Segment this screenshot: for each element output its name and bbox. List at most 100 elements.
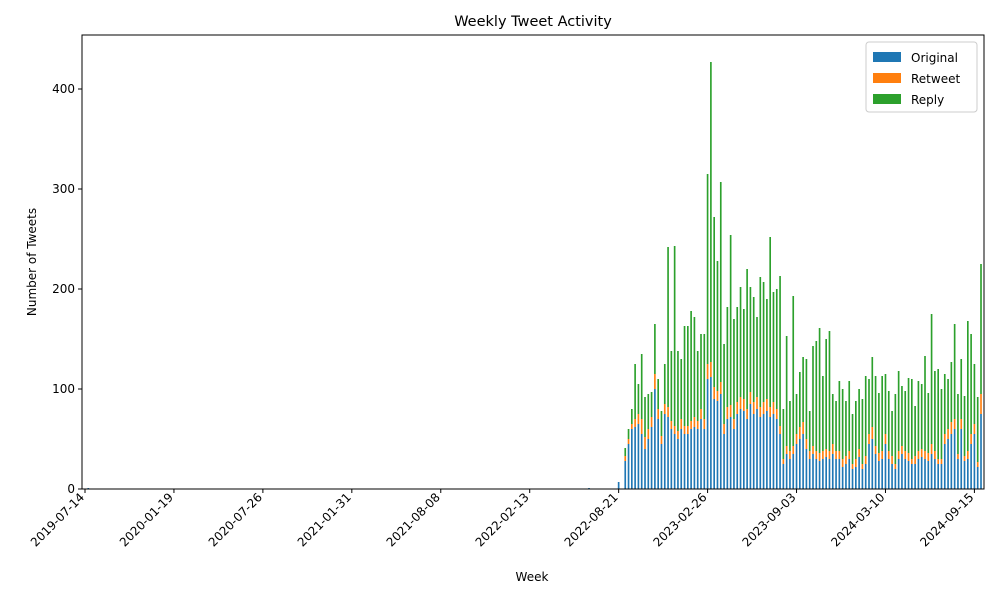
bar-reply-2023-11-05 bbox=[825, 339, 827, 449]
bar-original-2023-10-01 bbox=[808, 459, 811, 489]
bar-original-2023-03-05 bbox=[710, 377, 712, 489]
bar-original-2023-08-27 bbox=[792, 454, 795, 489]
bar-reply-2023-11-12 bbox=[828, 331, 831, 451]
bar-original-2022-12-25 bbox=[677, 439, 679, 489]
bar-reply-2024-01-14 bbox=[858, 389, 860, 449]
bar-original-2023-11-26 bbox=[835, 459, 837, 489]
bar-reply-2024-05-05 bbox=[911, 379, 913, 459]
bar-retweet-2023-06-11 bbox=[756, 397, 758, 409]
bar-reply-2023-11-19 bbox=[831, 394, 834, 444]
bar-original-2024-09-15 bbox=[973, 434, 976, 489]
bar-retweet-2024-03-31 bbox=[894, 464, 897, 469]
y-tick-label: 400 bbox=[52, 82, 75, 96]
bar-retweet-2022-11-27 bbox=[663, 404, 666, 414]
bar-original-2022-11-27 bbox=[663, 414, 666, 489]
bar-retweet-2023-01-22 bbox=[690, 421, 692, 429]
bar-retweet-2023-08-27 bbox=[792, 446, 795, 454]
bar-retweet-2023-09-17 bbox=[802, 422, 804, 434]
bar-retweet-2023-12-03 bbox=[838, 451, 841, 459]
legend-swatch-reply bbox=[873, 94, 901, 104]
bar-reply-2023-01-15 bbox=[687, 326, 689, 426]
y-tick-label: 300 bbox=[52, 182, 75, 196]
bar-reply-2023-10-29 bbox=[822, 376, 824, 451]
bar-retweet-2023-07-23 bbox=[775, 409, 778, 419]
bar-original-2023-03-12 bbox=[713, 399, 715, 489]
bar-reply-2023-02-05 bbox=[696, 351, 699, 421]
bar-retweet-2024-01-21 bbox=[861, 464, 864, 469]
bar-retweet-2023-12-31 bbox=[851, 464, 854, 469]
bar-original-2023-10-29 bbox=[822, 459, 824, 489]
bar-retweet-2023-11-12 bbox=[828, 451, 831, 459]
bar-original-2023-09-24 bbox=[805, 449, 808, 489]
bar-original-2023-04-23 bbox=[733, 429, 735, 489]
bar-reply-2023-02-26 bbox=[706, 174, 709, 364]
bar-original-2023-06-04 bbox=[752, 414, 755, 489]
bar-original-2024-03-24 bbox=[891, 464, 893, 489]
bar-reply-2023-07-16 bbox=[772, 292, 775, 402]
bar-retweet-2022-12-11 bbox=[670, 421, 673, 429]
bar-original-2022-11-20 bbox=[660, 444, 663, 489]
bar-retweet-2023-05-07 bbox=[739, 397, 742, 409]
bar-original-2023-07-30 bbox=[779, 434, 781, 489]
bar-original-2023-01-29 bbox=[693, 427, 696, 489]
bar-reply-2023-03-26 bbox=[719, 182, 722, 382]
bar-reply-2024-02-04 bbox=[868, 379, 870, 434]
bar-original-2022-08-21 bbox=[617, 482, 620, 489]
bar-reply-2022-09-11 bbox=[627, 429, 630, 439]
bar-original-2023-03-26 bbox=[719, 394, 722, 489]
bar-retweet-2024-05-19 bbox=[917, 451, 920, 459]
bar-reply-2023-01-08 bbox=[683, 326, 686, 426]
bar-reply-2023-10-08 bbox=[812, 346, 814, 446]
bar-retweet-2024-06-23 bbox=[934, 451, 936, 459]
bar-retweet-2023-10-22 bbox=[818, 453, 821, 461]
bar-retweet-2023-02-19 bbox=[703, 419, 706, 429]
bar-reply-2023-01-22 bbox=[690, 311, 692, 421]
bar-original-2024-02-11 bbox=[871, 439, 874, 489]
bar-reply-2024-08-25 bbox=[963, 396, 966, 456]
bar-reply-2023-04-09 bbox=[726, 307, 729, 407]
bar-retweet-2023-04-23 bbox=[733, 419, 735, 429]
bar-reply-2024-04-07 bbox=[897, 371, 900, 451]
bar-original-2024-06-02 bbox=[924, 459, 926, 489]
bar-reply-2024-01-07 bbox=[855, 401, 857, 459]
bar-retweet-2023-05-28 bbox=[749, 392, 752, 404]
bar-reply-2023-07-23 bbox=[775, 289, 778, 409]
legend-swatch-original bbox=[873, 52, 901, 62]
bar-reply-2024-09-15 bbox=[973, 364, 976, 424]
bar-retweet-2024-07-28 bbox=[950, 422, 953, 434]
bar-retweet-2024-06-02 bbox=[924, 451, 926, 459]
bar-retweet-2023-06-25 bbox=[762, 402, 765, 414]
bar-retweet-2023-01-29 bbox=[693, 417, 696, 427]
bar-original-2024-07-14 bbox=[943, 444, 946, 489]
bar-reply-2022-12-11 bbox=[670, 351, 673, 421]
bar-original-2023-01-08 bbox=[683, 434, 686, 489]
bar-original-2022-10-09 bbox=[640, 434, 643, 489]
bar-retweet-2023-03-26 bbox=[719, 382, 722, 394]
bar-original-2023-08-06 bbox=[782, 464, 785, 489]
bar-retweet-2024-08-18 bbox=[960, 419, 963, 429]
legend-label-reply: Reply bbox=[911, 93, 944, 107]
bar-original-2024-08-04 bbox=[953, 429, 956, 489]
bar-reply-2024-06-02 bbox=[924, 356, 926, 451]
bar-reply-2023-06-04 bbox=[752, 297, 755, 402]
bar-retweet-2024-01-14 bbox=[858, 449, 860, 457]
bar-original-2022-09-11 bbox=[627, 444, 630, 489]
bar-retweet-2024-04-14 bbox=[901, 446, 903, 454]
bar-original-2024-09-08 bbox=[970, 444, 972, 489]
legend: Original Retweet Reply bbox=[865, 41, 978, 113]
bar-original-2023-05-21 bbox=[746, 419, 748, 489]
bar-retweet-2024-08-25 bbox=[963, 456, 966, 461]
bar-retweet-2022-12-25 bbox=[677, 431, 679, 439]
bar-reply-2023-08-20 bbox=[789, 401, 791, 451]
bar-reply-2023-12-24 bbox=[848, 381, 851, 451]
bar-retweet-2023-09-03 bbox=[795, 434, 798, 444]
bar-original-2022-12-18 bbox=[673, 434, 676, 489]
bar-original-2022-12-04 bbox=[667, 417, 669, 489]
bar-retweet-2022-12-18 bbox=[673, 426, 676, 434]
bar-retweet-2024-06-09 bbox=[927, 453, 930, 461]
bar-reply-2022-10-23 bbox=[647, 394, 650, 429]
bar-original-2024-04-28 bbox=[907, 461, 910, 489]
bar-reply-2024-05-19 bbox=[917, 381, 920, 451]
